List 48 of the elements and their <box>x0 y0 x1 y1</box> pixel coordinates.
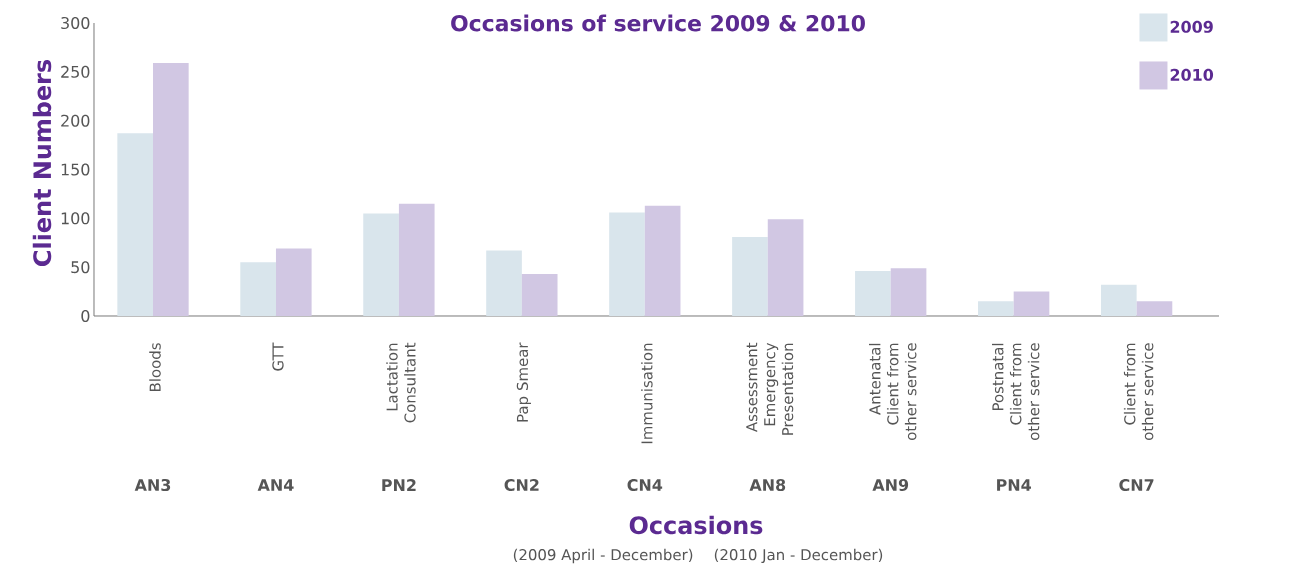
bar <box>644 205 681 316</box>
bar <box>767 219 804 316</box>
x-axis-title: Occasions <box>629 515 763 535</box>
bar <box>363 213 399 316</box>
bar <box>398 203 435 316</box>
y-tick-label: 200 <box>61 114 90 127</box>
bar <box>855 271 891 316</box>
bar <box>978 301 1014 316</box>
y-tick-label: 0 <box>81 309 90 323</box>
bar <box>117 133 153 316</box>
bar <box>1013 291 1050 316</box>
text: (2010 Jan - December) <box>714 548 883 564</box>
bar <box>153 63 189 316</box>
text: (2009 April - December) <box>513 548 693 564</box>
legend-label: 2010 <box>1170 68 1214 81</box>
y-tick-label: 100 <box>61 212 90 225</box>
x-tick-label: Immunisation <box>641 343 653 444</box>
legend-label: 2009 <box>1170 20 1213 33</box>
bar <box>609 212 645 316</box>
x-tick-label: Pap Smear <box>516 342 531 422</box>
text: CN2 <box>504 478 539 492</box>
chart-title: Occasions of service 2009 & 2010 <box>451 14 865 32</box>
text: CN7 <box>1119 478 1154 492</box>
text: CN4 <box>627 478 663 492</box>
text: AN8 <box>749 478 786 492</box>
x-tick-label: Bloods <box>149 343 161 391</box>
bar <box>732 236 768 316</box>
x-tick-label: Antenatal Client from other service <box>869 343 917 440</box>
y-tick-label: 50 <box>71 261 90 274</box>
text: AN3 <box>134 478 171 492</box>
x-tick-label: GTT <box>272 342 284 371</box>
bar <box>275 248 312 316</box>
y-tick-label: 250 <box>61 65 90 78</box>
y-axis-title: Client Numbers <box>32 60 52 266</box>
bar <box>486 250 522 316</box>
text: AN4 <box>257 479 294 491</box>
y-tick-label: 150 <box>61 163 90 176</box>
bar <box>521 274 558 316</box>
x-tick-label: Assessment Emergency Presentation <box>746 342 794 435</box>
bar <box>240 262 276 316</box>
y-tick-label: 300 <box>61 16 90 30</box>
text: PN2 <box>382 479 416 491</box>
bar <box>890 268 927 316</box>
text: AN9 <box>872 478 909 492</box>
text: PN4 <box>997 479 1031 491</box>
x-tick-label: Lactation Consultant <box>386 342 416 423</box>
bar <box>1136 301 1173 316</box>
bar <box>1100 284 1137 316</box>
